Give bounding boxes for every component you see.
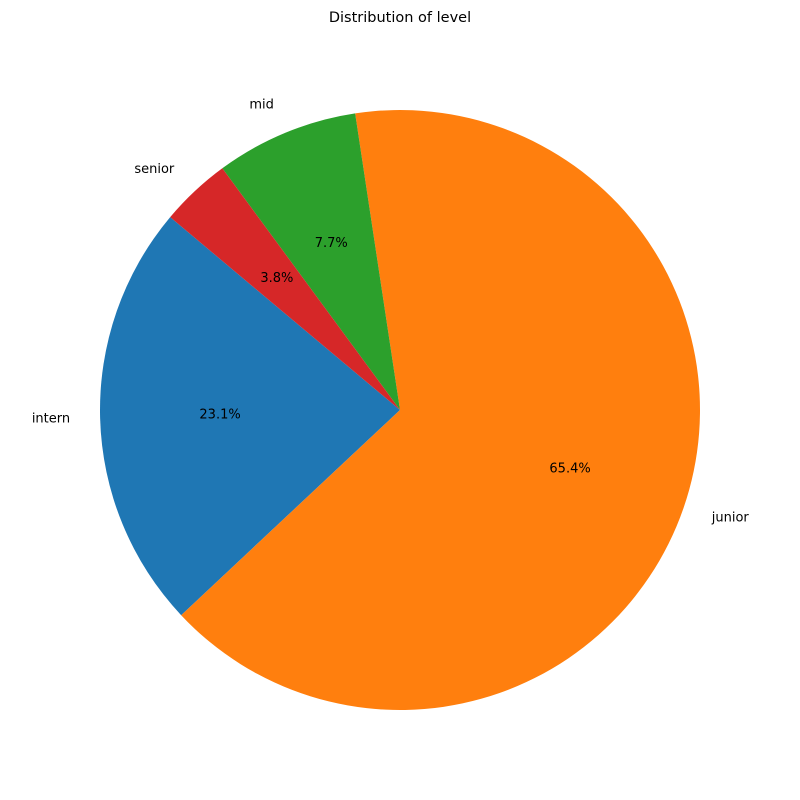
pie-slice-junior — [181, 109, 700, 711]
percent-label-senior: 3.8% — [260, 271, 293, 286]
pie-slice-mid — [222, 113, 400, 411]
slice-label-mid: mid — [249, 98, 274, 113]
percent-label-intern: 23.1% — [199, 407, 240, 422]
pie-labels: intern 23.1% junior 65.4% mid 7.7% senior 3.8% — [32, 98, 750, 526]
pie-slices — [99, 109, 700, 711]
pie-slice-senior — [170, 168, 400, 410]
chart-title: Distribution of level — [328, 10, 472, 26]
percent-label-mid: 7.7% — [315, 236, 348, 251]
pie-slice-intern — [99, 217, 401, 616]
slice-label-intern: intern — [32, 412, 70, 427]
percent-label-junior: 65.4% — [549, 461, 590, 476]
slice-label-junior: junior — [711, 511, 750, 526]
slice-label-senior: senior — [134, 162, 175, 177]
